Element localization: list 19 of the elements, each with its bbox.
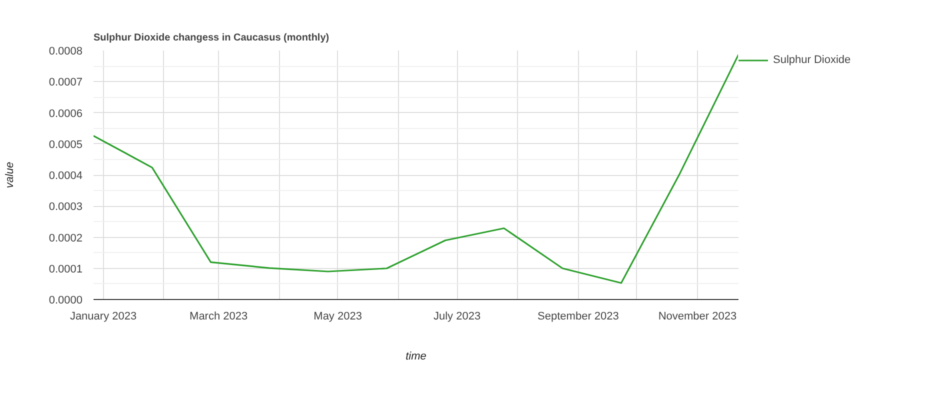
y-tick-label: 0.0008 <box>48 46 83 58</box>
legend-label: Sulphur Dioxide <box>773 54 851 66</box>
x-tick-label: November 2023 <box>658 310 737 322</box>
y-tick-label: 0.0003 <box>48 201 83 214</box>
y-tick-label: 0.0004 <box>48 170 83 182</box>
x-tick-label: July 2023 <box>434 310 481 322</box>
y-tick-label: 0.0002 <box>48 232 83 244</box>
y-tick-label: 0.0005 <box>48 138 83 151</box>
x-tick-label: September 2023 <box>538 310 619 322</box>
x-tick-label: January 2023 <box>70 310 137 322</box>
y-axis-title: value <box>4 162 16 188</box>
x-axis-title: time <box>406 350 426 362</box>
y-tick-label: 0.0006 <box>48 108 83 120</box>
y-tick-label: 0.0000 <box>48 294 83 306</box>
x-tick-label: May 2023 <box>314 310 362 322</box>
y-tick-label: 0.0001 <box>48 263 83 276</box>
chart-title: Sulphur Dioxide changess in Caucasus (monthly) <box>94 32 330 44</box>
y-tick-label: 0.0007 <box>48 76 83 89</box>
x-tick-label: March 2023 <box>190 310 248 322</box>
